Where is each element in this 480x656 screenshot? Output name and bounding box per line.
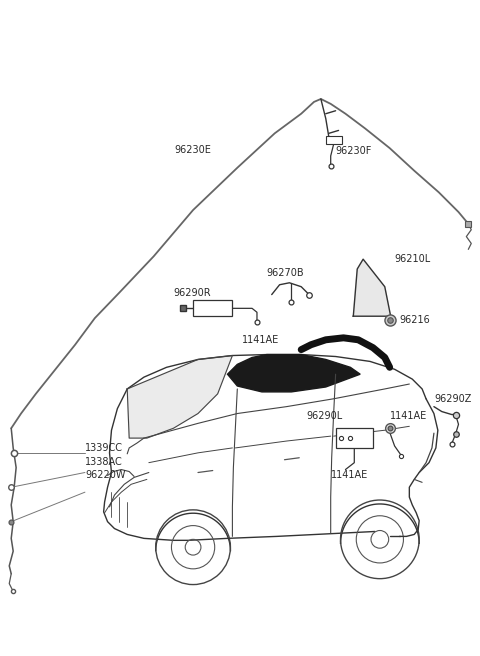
Text: 1141AE: 1141AE: [390, 411, 427, 421]
FancyBboxPatch shape: [336, 428, 373, 448]
Text: 96290R: 96290R: [173, 287, 211, 298]
Text: 96220W: 96220W: [85, 470, 125, 480]
Text: 96290L: 96290L: [306, 411, 342, 421]
Polygon shape: [127, 356, 232, 438]
Text: 1141AE: 1141AE: [242, 335, 279, 345]
Text: 96230F: 96230F: [336, 146, 372, 156]
FancyBboxPatch shape: [326, 136, 341, 144]
Text: 96216: 96216: [399, 315, 430, 325]
Polygon shape: [353, 259, 391, 316]
Polygon shape: [228, 354, 360, 392]
Text: 1339CC: 1339CC: [85, 443, 123, 453]
FancyBboxPatch shape: [193, 300, 232, 316]
Text: 96210L: 96210L: [395, 254, 431, 264]
Text: 1338AC: 1338AC: [85, 457, 123, 466]
Text: 96230E: 96230E: [175, 145, 212, 155]
Text: 1141AE: 1141AE: [331, 470, 368, 480]
Text: 96290Z: 96290Z: [434, 394, 471, 404]
Text: 96270B: 96270B: [267, 268, 304, 278]
